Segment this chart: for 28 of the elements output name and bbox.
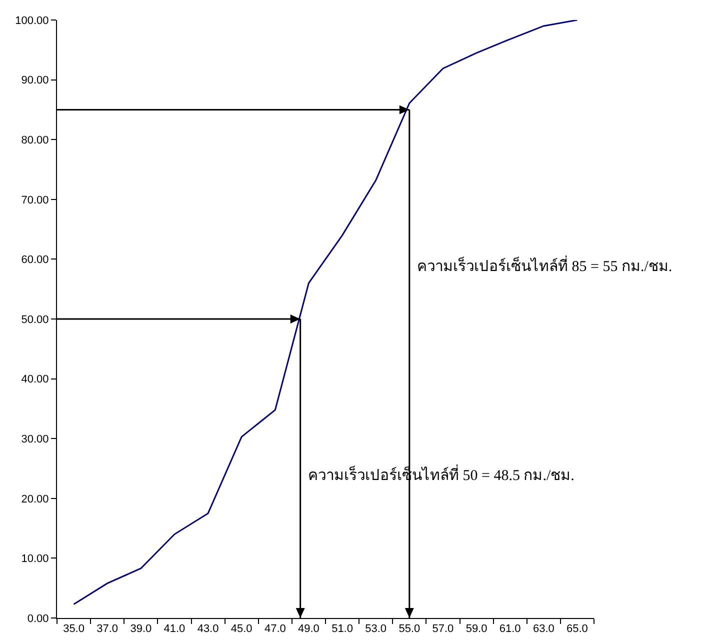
y-tick-label: 20.00 — [21, 493, 49, 506]
x-tick-label: 55.0 — [398, 623, 420, 636]
x-tick-label: 59.0 — [466, 623, 488, 636]
y-tick-label: 70.00 — [21, 194, 49, 206]
y-tick-label: 40.00 — [21, 374, 49, 386]
x-tick-label: 63.0 — [532, 623, 554, 636]
x-tick-label: 41.0 — [164, 623, 186, 636]
y-tick-label: 30.00 — [21, 433, 49, 446]
x-tick-label: 65.0 — [566, 623, 588, 636]
x-tick-label: 43.0 — [197, 623, 219, 636]
x-tick-label: 35.0 — [63, 623, 84, 636]
y-tick-label: 80.00 — [21, 134, 49, 146]
x-tick-label: 47.0 — [264, 623, 286, 636]
y-tick-label: 0.00 — [27, 612, 49, 625]
x-tick-label: 45.0 — [230, 623, 252, 636]
x-tick-label: 37.0 — [96, 623, 118, 636]
x-tick-label: 49.0 — [298, 623, 320, 636]
y-tick-label: 90.00 — [21, 74, 49, 87]
x-tick-label: 39.0 — [130, 623, 152, 636]
y-tick-label: 50.00 — [21, 314, 49, 326]
y-tick-label: 10.00 — [21, 553, 49, 566]
annotation: ความเร็วเปอร์เซ็นไทล์ที่ 85 = 55 กม./ชม. — [417, 255, 672, 275]
x-tick-label: 57.0 — [432, 623, 454, 636]
x-tick-label: 53.0 — [365, 623, 387, 636]
y-tick-label: 60.00 — [21, 254, 49, 266]
y-tick-label: 100.00 — [15, 14, 49, 27]
x-tick-label: 61.0 — [499, 623, 521, 636]
x-tick-label: 51.0 — [332, 623, 353, 636]
